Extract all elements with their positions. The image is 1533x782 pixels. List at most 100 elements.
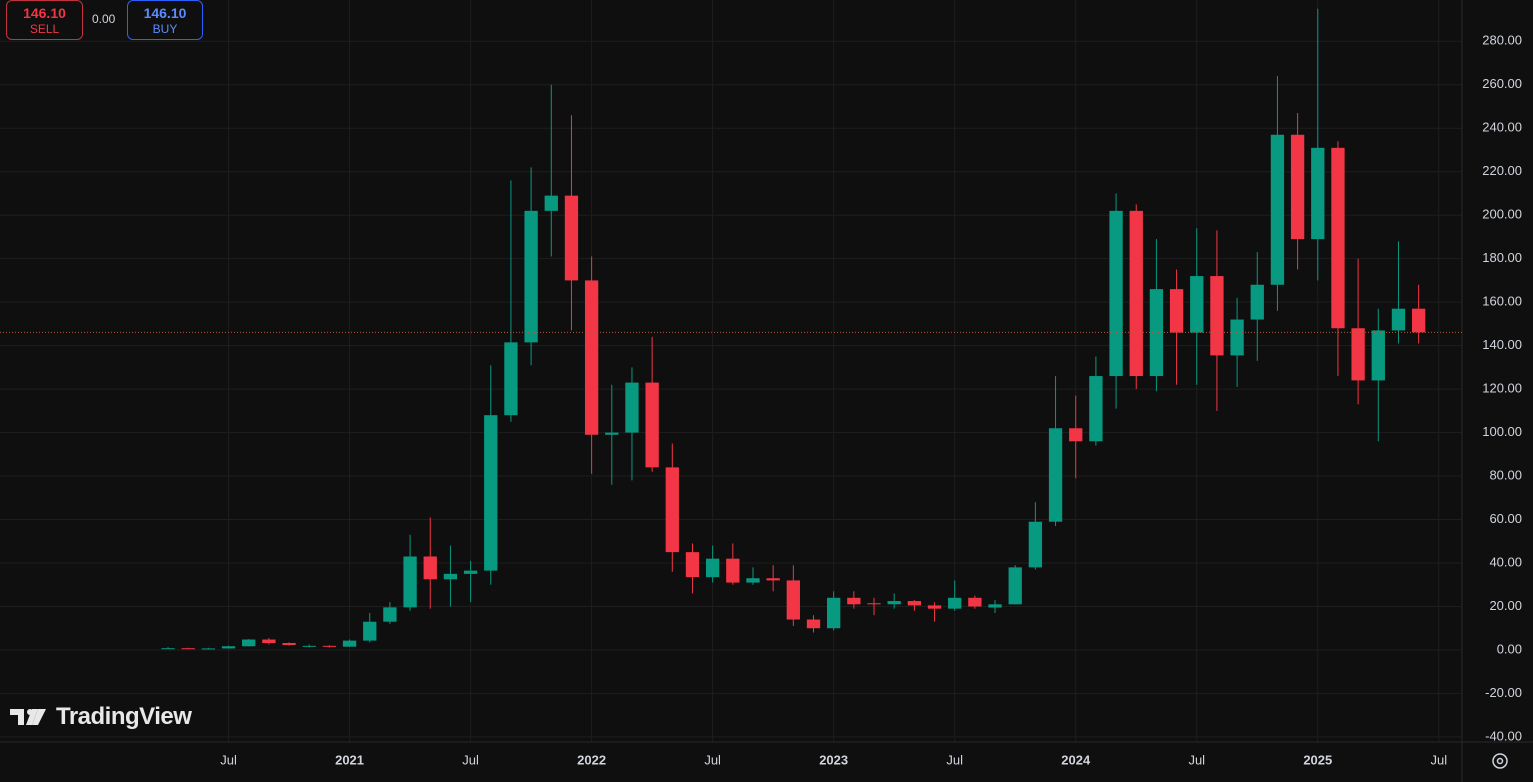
x-tick-label: Jul	[1188, 752, 1205, 767]
candle-body	[161, 648, 175, 650]
y-tick-label: 60.00	[1489, 511, 1522, 526]
x-tick-label: Jul	[1430, 752, 1447, 767]
candle-body	[463, 570, 478, 574]
candle-body	[524, 210, 538, 343]
candle-body	[282, 643, 296, 645]
candle-body	[1109, 210, 1123, 377]
buy-button[interactable]: 146.10 BUY	[127, 0, 203, 40]
candle-body	[544, 195, 558, 211]
candle-body	[383, 607, 397, 622]
settings-icon[interactable]	[1492, 753, 1508, 769]
y-tick-label: 80.00	[1489, 467, 1522, 482]
candle-body	[685, 552, 700, 578]
x-tick-label: Jul	[462, 752, 479, 767]
candle-body	[1371, 330, 1385, 381]
x-tick-label: 2022	[577, 752, 606, 767]
x-tick-label: 2021	[335, 752, 364, 767]
candle-body	[1290, 134, 1305, 240]
x-tick-label: Jul	[704, 752, 721, 767]
candle-body	[1190, 276, 1204, 333]
y-tick-label: 220.00	[1482, 163, 1522, 178]
candle-body	[887, 601, 901, 605]
candle-body	[1230, 319, 1244, 356]
candle-body	[746, 578, 760, 583]
candle-body	[665, 467, 679, 553]
candle-body	[1089, 376, 1103, 442]
y-tick-label: 200.00	[1482, 207, 1522, 222]
y-tick-label: 240.00	[1482, 120, 1522, 135]
candle-body	[1391, 308, 1406, 331]
candle-body	[584, 280, 599, 435]
candle-body	[625, 382, 639, 433]
buy-label: BUY	[152, 22, 178, 36]
candle-body	[766, 578, 780, 581]
candle-body	[847, 597, 861, 605]
candle-body	[1149, 289, 1164, 377]
y-tick-label: 40.00	[1489, 554, 1522, 569]
sell-button[interactable]: 146.10 SELL	[6, 0, 83, 40]
candle-body	[564, 195, 579, 281]
y-tick-label: 160.00	[1482, 294, 1522, 309]
candle-body	[948, 597, 962, 609]
buy-price: 146.10	[143, 5, 187, 21]
candle-body	[1048, 428, 1063, 522]
candle-body	[605, 432, 619, 435]
candle-body	[1270, 134, 1285, 285]
candle-body	[1008, 567, 1022, 605]
candle-body	[1069, 428, 1083, 442]
candle-body	[786, 580, 800, 620]
grid	[0, 0, 1462, 742]
x-tick-label: 2025	[1303, 752, 1332, 767]
candle-body	[302, 645, 316, 647]
x-tick-label: 2023	[819, 752, 848, 767]
candle-body	[726, 558, 740, 583]
y-tick-label: -20.00	[1485, 685, 1522, 700]
y-tick-label: 100.00	[1482, 424, 1522, 439]
candle-body	[423, 556, 437, 580]
candle-body	[221, 646, 236, 649]
x-tick-label: Jul	[220, 752, 237, 767]
y-tick-label: 260.00	[1482, 76, 1522, 91]
y-tick-label: 120.00	[1482, 381, 1522, 396]
candle-body	[1331, 147, 1345, 329]
candle-body	[1210, 276, 1224, 356]
candle-body	[484, 415, 498, 571]
candle-body	[1351, 328, 1365, 381]
candle-body	[705, 558, 720, 578]
candle-body	[504, 342, 518, 416]
candle-body	[827, 597, 841, 629]
x-tick-label: 2024	[1061, 752, 1091, 767]
candle-body	[988, 604, 1002, 608]
logo-icon	[10, 709, 46, 725]
candle-body	[1311, 147, 1325, 240]
candle-body	[363, 621, 377, 641]
x-tick-label: Jul	[946, 752, 963, 767]
y-tick-label: -40.00	[1485, 728, 1522, 743]
candle-body	[867, 603, 881, 605]
sell-label: SELL	[29, 22, 60, 36]
candle-body	[322, 645, 337, 647]
candle-body	[181, 648, 195, 650]
y-tick-label: 20.00	[1489, 598, 1522, 613]
y-tick-label: 140.00	[1482, 337, 1522, 352]
y-tick-label: 0.00	[1497, 641, 1522, 656]
logo: TradingView	[10, 703, 192, 731]
candle-body	[927, 605, 942, 609]
sell-price: 146.10	[23, 5, 66, 21]
candle-body	[907, 601, 922, 606]
spread: 0.00	[92, 12, 116, 26]
y-tick-label: 280.00	[1482, 33, 1522, 48]
candle-body	[1129, 210, 1143, 377]
candle-body	[262, 639, 276, 644]
candle-body	[403, 556, 417, 608]
candle-body	[201, 648, 216, 650]
logo-text: TradingView	[56, 703, 192, 730]
candle-body	[342, 640, 357, 647]
candle-body	[806, 619, 821, 629]
candle-body	[242, 639, 256, 647]
candle-body	[968, 597, 982, 607]
candle-body	[1250, 284, 1264, 320]
candle-body	[1028, 521, 1043, 568]
